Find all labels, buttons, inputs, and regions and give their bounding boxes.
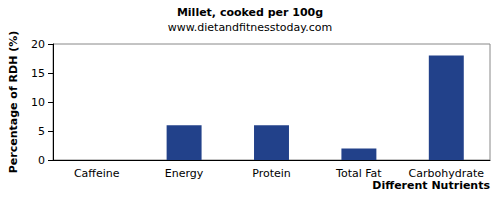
svg-text:Caffeine: Caffeine xyxy=(74,167,120,180)
svg-text:Millet, cooked per 100g: Millet, cooked per 100g xyxy=(177,6,323,19)
svg-text:Different Nutrients: Different Nutrients xyxy=(372,179,490,192)
svg-text:20: 20 xyxy=(31,38,45,51)
svg-text:www.dietandfitnesstoday.com: www.dietandfitnesstoday.com xyxy=(168,21,332,34)
svg-text:Total Fat: Total Fat xyxy=(335,167,382,180)
svg-text:Protein: Protein xyxy=(252,167,291,180)
svg-text:Carbohydrate: Carbohydrate xyxy=(409,167,485,180)
svg-text:0: 0 xyxy=(38,154,45,167)
svg-text:15: 15 xyxy=(31,67,45,80)
svg-text:10: 10 xyxy=(31,96,45,109)
svg-text:5: 5 xyxy=(38,125,45,138)
svg-text:Energy: Energy xyxy=(165,167,204,180)
svg-text:Percentage of RDH (%): Percentage of RDH (%) xyxy=(7,31,20,174)
